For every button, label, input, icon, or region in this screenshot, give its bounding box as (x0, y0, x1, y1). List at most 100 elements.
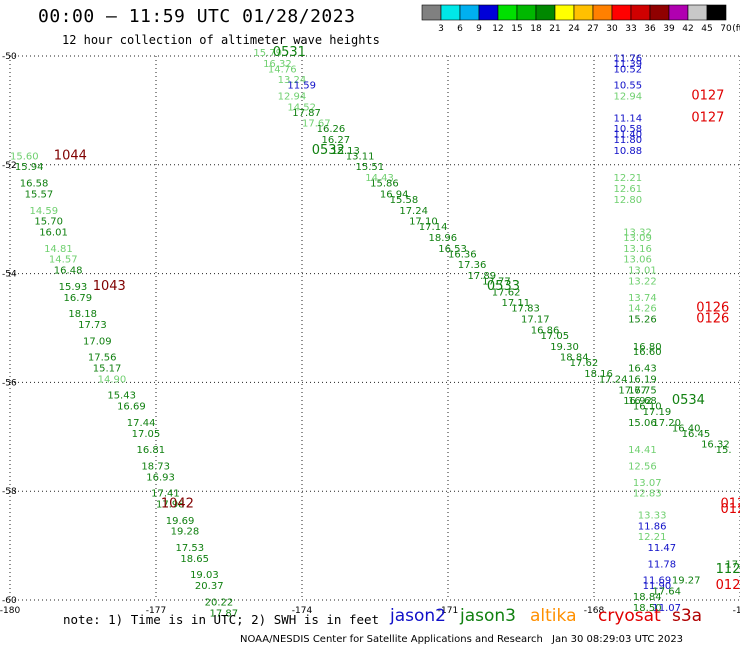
swh-value: 17.56 (88, 353, 117, 364)
swh-value: 11.07 (652, 603, 681, 614)
credit-line: NOAA/NESDIS Center for Satellite Applica… (240, 634, 543, 645)
track-label: 0127 (691, 89, 724, 104)
swh-value: 16.92 (623, 396, 652, 407)
legend-jason2: jason2 (390, 606, 446, 626)
colorbar-swatch (630, 4, 651, 21)
colorbar-swatch (516, 4, 537, 21)
swh-value: 20.37 (195, 581, 224, 592)
footnote: note: 1) Time is in UTC; 2) SWH is in fe… (63, 612, 380, 627)
swh-value: 17.67 (302, 119, 331, 130)
x-tick-label: -174 (292, 606, 313, 616)
colorbar-label: 42 (682, 24, 693, 34)
swh-value: 13.09 (623, 233, 652, 244)
swh-value: 11.78 (648, 559, 677, 570)
swh-value: 16.68 (628, 396, 657, 407)
legend-altika: altika (530, 606, 577, 626)
swh-value: 16.75 (628, 385, 657, 396)
swh-value: 15.51 (356, 162, 385, 173)
track-label: 1044 (54, 148, 87, 163)
swh-value: 17. (725, 559, 740, 570)
swh-value: 17.73 (78, 320, 107, 331)
swh-value: 17.87 (210, 608, 239, 619)
swh-value: 17.87 (292, 108, 321, 119)
track-label: 112 (716, 562, 740, 577)
swh-value: 16.94 (380, 189, 409, 200)
swh-value: 17.53 (175, 543, 204, 554)
colorbar-label: 6 (457, 24, 463, 34)
swh-value: 17.14 (419, 222, 448, 233)
x-tick-label: -177 (146, 606, 166, 616)
colorbar-swatch (611, 4, 632, 21)
track-label: 0125 (721, 502, 740, 517)
colorbar-label: 18 (530, 24, 542, 34)
swh-value: 18.84 (633, 592, 662, 603)
swh-value: 19.27 (672, 576, 701, 587)
swh-value: 15.26 (628, 315, 657, 326)
swh-value: 16.40 (672, 423, 701, 434)
swh-value: 18.96 (429, 233, 458, 244)
axis-tick-labels: -180 -177 -174 -171 -168 -16 -50 -52 -54 -56 -58 -6… (0, 52, 740, 616)
swh-value: 11.80 (613, 135, 642, 146)
swh-value: 12.94 (278, 92, 307, 103)
swh-value: 16.53 (438, 244, 467, 255)
colorbar-label: 36 (644, 24, 656, 34)
colorbar-swatch (497, 4, 518, 21)
swh-value: 11.39 (613, 59, 642, 70)
track-label: 0126 (696, 312, 729, 327)
swh-value: 13.22 (628, 276, 657, 287)
grid-lines (9, 55, 740, 601)
swh-value: 19.69 (166, 516, 195, 527)
colorbar-label: 15 (511, 24, 522, 34)
swh-value: 15.60 (10, 151, 39, 162)
swh-value: 17.24 (399, 206, 428, 217)
swh-value: 15.43 (107, 391, 136, 402)
swh-value: 18.16 (584, 369, 613, 380)
swh-value: 16.60 (633, 347, 662, 358)
swh-value: 17.36 (458, 260, 487, 271)
swh-value: 15.57 (25, 189, 54, 200)
swh-value: 17.20 (652, 418, 681, 429)
colorbar-label: 33 (625, 24, 636, 34)
chart-title: 00:00 – 11:59 UTC 01/28/2023 (38, 6, 356, 27)
swh-value: 13.33 (638, 510, 667, 521)
swh-value: 14.59 (29, 206, 58, 217)
x-tick-label: -180 (0, 606, 20, 616)
swh-value: 17.98 (156, 500, 185, 511)
y-tick-label: -52 (2, 161, 17, 171)
swh-value: 16.43 (628, 364, 657, 375)
track-label: 1042 (161, 497, 194, 512)
swh-value: 17.11 (502, 298, 531, 309)
colorbar-swatch (440, 4, 461, 21)
swh-value: 20.22 (205, 597, 234, 608)
generated-timestamp: Jan 30 08:29:03 UTC 2023 (552, 634, 684, 645)
track-label: 1043 (93, 279, 126, 294)
swh-value: 16.36 (448, 249, 477, 260)
swh-value: 11.90 (643, 581, 672, 592)
track-label: 0534 (672, 393, 705, 408)
track-label: 0533 (487, 279, 520, 294)
swh-value: 16.45 (682, 429, 711, 440)
swh-value: 16.81 (137, 445, 166, 456)
swh-value: 17.17 (521, 315, 550, 326)
chart-subtitle: 12 hour collection of altimeter wave hei… (62, 33, 380, 47)
y-tick-label: -60 (2, 596, 17, 606)
swh-value: 14.76 (268, 64, 297, 75)
colorbar-label: 39 (663, 24, 675, 34)
colorbar-swatch (554, 4, 575, 21)
track-label: 0531 (273, 45, 306, 60)
swh-value: 19.30 (550, 342, 579, 353)
swh-value: 16.27 (321, 135, 350, 146)
swh-value: 16.86 (531, 325, 560, 336)
colorbar-swatch (573, 4, 594, 21)
swh-value: 11.69 (643, 576, 672, 587)
x-tick-label: -168 (584, 606, 605, 616)
swh-value: 13.32 (623, 228, 652, 239)
swh-value: 10.55 (613, 81, 642, 92)
swh-value: 17.62 (570, 358, 599, 369)
swh-value: 14.57 (49, 255, 78, 266)
swh-value: 17.24 (599, 374, 628, 385)
swh-value: 13.16 (623, 244, 652, 255)
swh-value: 16.19 (628, 374, 657, 385)
